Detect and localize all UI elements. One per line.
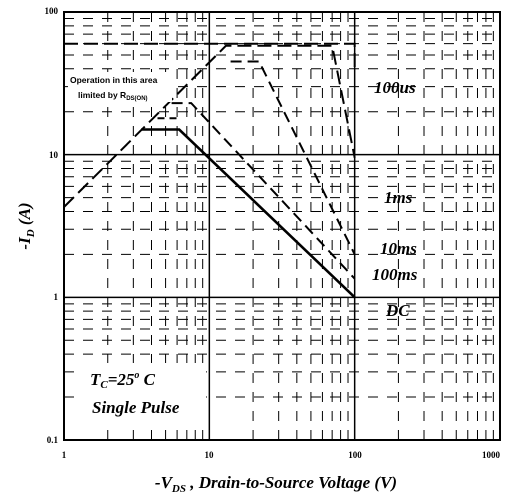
series-line-100ms <box>171 102 356 280</box>
curve-label-1ms: 1ms <box>384 188 413 207</box>
y-axis-title-rest: (A) <box>15 202 34 229</box>
annotation-box <box>68 72 172 102</box>
plot-frame <box>63 11 501 441</box>
x-axis-title-sub: DS <box>171 483 186 495</box>
conditions-t: T <box>90 370 101 389</box>
y-axis-title-sub: D <box>25 229 37 238</box>
curve-label-dc: DC <box>385 301 410 320</box>
conditions-unit: C <box>139 370 155 389</box>
x-tick-label-1: 1 <box>62 450 67 460</box>
series-line-dc <box>141 128 356 299</box>
curve-label-10ms: 10ms <box>380 239 417 258</box>
y-axis-title: -ID (A) <box>15 202 37 249</box>
conditions-box <box>78 363 206 421</box>
conditions-value: =25 <box>108 370 135 389</box>
grid-lines <box>64 12 500 440</box>
y-tick-label-10: 10 <box>49 150 59 160</box>
y-tick-label-0.1: 0.1 <box>47 435 59 445</box>
annotation-line2: limited by RDS(ON) <box>78 90 148 102</box>
series-group <box>63 42 356 299</box>
y-axis-title-prefix: -I <box>15 236 34 250</box>
curve-label-100ms: 100ms <box>372 265 418 284</box>
annotation-line2-sub: DS(ON) <box>126 96 147 102</box>
series-line-100us <box>64 42 356 69</box>
annotation-line2-main: limited by R <box>78 90 126 100</box>
annotation-line1: Operation in this area <box>70 75 158 85</box>
y-tick-label-1: 1 <box>54 292 59 302</box>
conditions-t-sub: C <box>100 379 108 391</box>
y-tick-label-100: 100 <box>45 6 59 16</box>
conditions-degree: o <box>134 370 139 381</box>
series-line-10ms <box>230 60 356 255</box>
conditions-line1: TC=25o C <box>90 370 156 391</box>
series-line-1ms <box>63 44 356 208</box>
x-axis-title: -VDS , Drain-to-Source Voltage (V) <box>155 473 397 495</box>
x-tick-label-1000: 1000 <box>482 450 501 460</box>
x-axis-title-prefix: -V <box>155 473 174 492</box>
x-tick-label-10: 10 <box>205 450 215 460</box>
x-axis-title-rest: , Drain-to-Source Voltage (V) <box>186 473 397 492</box>
conditions-line2: Single Pulse <box>92 398 180 417</box>
x-tick-label-100: 100 <box>348 450 362 460</box>
curve-label-100us: 100us <box>374 78 416 97</box>
